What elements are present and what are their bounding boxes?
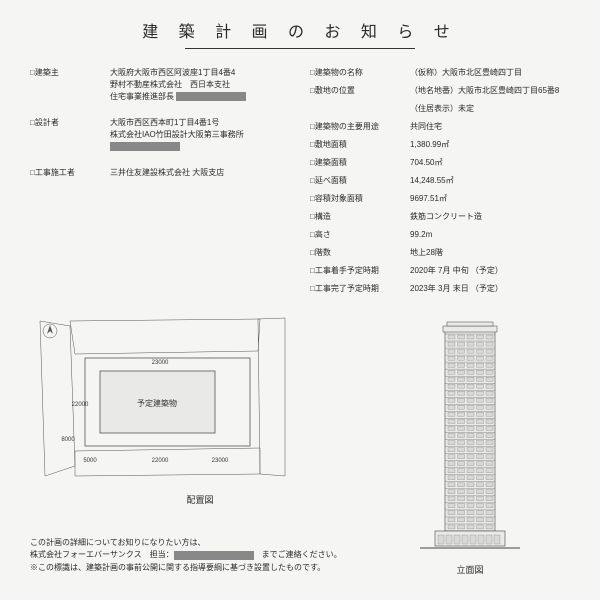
right-column: □建築物の名称（仮称）大阪市北区豊崎四丁目□敷地の位置（地名地番）大阪市北区豊崎…	[310, 67, 570, 301]
title-underline	[185, 48, 415, 49]
redaction	[176, 92, 246, 101]
info-row: □高さ99.2m	[310, 229, 570, 241]
value-line: 大阪市西区西本町1丁目4番1号	[110, 117, 290, 129]
row-label: □敷地面積	[310, 139, 410, 151]
value-line: 住宅事業推進部長	[110, 91, 290, 103]
value-line: 三井住友建設株式会社 大阪支店	[110, 167, 290, 179]
row-label: □構造	[310, 211, 410, 223]
row-value: 1,380.99㎡	[410, 139, 570, 151]
footer-line2: 株式会社フォーエバーサンクス 担当： までご連絡ください。	[30, 549, 342, 562]
row-value: （住居表示）未定	[410, 103, 570, 115]
row-value: （仮称）大阪市北区豊崎四丁目	[410, 67, 570, 79]
svg-text:22000: 22000	[152, 458, 169, 464]
row-value: 704.50㎡	[410, 157, 570, 169]
row-value: 2023年 3月 末日 （予定）	[410, 283, 570, 295]
info-row: □工事施工者三井住友建設株式会社 大阪支店	[30, 167, 290, 179]
row-label: □設計者	[30, 117, 110, 153]
site-plan-caption: 配置図	[30, 493, 370, 506]
value-line: 大阪府大阪市西区阿波座1丁目4番4	[110, 67, 290, 79]
row-label: □容積対象面積	[310, 193, 410, 205]
row-label: □高さ	[310, 229, 410, 241]
svg-text:予定建築物: 予定建築物	[137, 398, 177, 408]
info-row: □建築物の名称（仮称）大阪市北区豊崎四丁目	[310, 67, 570, 79]
row-label: □延べ面積	[310, 175, 410, 187]
row-label	[310, 103, 410, 115]
value-line: 野村不動産株式会社 西日本支社	[110, 79, 290, 91]
row-label: □工事施工者	[30, 167, 110, 179]
info-row: □工事完了予定時期2023年 3月 末日 （予定）	[310, 283, 570, 295]
svg-text:22000: 22000	[72, 402, 89, 408]
page-title: 建 築 計 画 の お 知 ら せ	[0, 0, 600, 48]
info-row: □延べ面積14,248.55㎡	[310, 175, 570, 187]
row-value: 大阪府大阪市西区阿波座1丁目4番4野村不動産株式会社 西日本支社住宅事業推進部長	[110, 67, 290, 103]
row-label: □工事着手予定時期	[310, 265, 410, 277]
info-row: □工事着手予定時期2020年 7月 中旬 （予定）	[310, 265, 570, 277]
row-label: □敷地の位置	[310, 85, 410, 97]
site-plan-svg: 予定建築物 23000 22000 8000 5000 22000 23000	[30, 316, 290, 486]
row-label: □建築主	[30, 67, 110, 103]
redaction	[110, 142, 180, 151]
row-value: 14,248.55㎡	[410, 175, 570, 187]
row-value: 共同住宅	[410, 121, 570, 133]
info-row: （住居表示）未定	[310, 103, 570, 115]
footer-line3: ※この標識は、建築計画の事前公開に関する指導要綱に基づき設置したものです。	[30, 562, 342, 575]
info-row: □構造鉄筋コンクリート造	[310, 211, 570, 223]
svg-text:5000: 5000	[83, 458, 97, 464]
row-value: 三井住友建設株式会社 大阪支店	[110, 167, 290, 179]
row-value: 大阪市西区西本町1丁目4番1号株式会社IAO竹田設計大阪第三事務所	[110, 117, 290, 153]
row-value: 99.2m	[410, 229, 570, 241]
footer-line2a: 株式会社フォーエバーサンクス 担当：	[30, 550, 174, 559]
value-line	[110, 141, 290, 153]
info-row: □建築主大阪府大阪市西区阿波座1丁目4番4野村不動産株式会社 西日本支社住宅事業…	[30, 67, 290, 103]
info-row: □敷地の位置（地名地番）大阪市北区豊崎四丁目65番8	[310, 85, 570, 97]
elevation-caption: 立面図	[370, 563, 570, 576]
row-value: 9697.51㎡	[410, 193, 570, 205]
row-label: □工事完了予定時期	[310, 283, 410, 295]
row-label: □建築面積	[310, 157, 410, 169]
svg-text:23000: 23000	[212, 458, 229, 464]
footer-line1: この計画の詳細についてお知りになりたい方は、	[30, 537, 342, 550]
row-label: □階数	[310, 247, 410, 259]
info-row: □敷地面積1,380.99㎡	[310, 139, 570, 151]
footer-line2b: までご連絡ください。	[254, 550, 342, 559]
content-area: □建築主大阪府大阪市西区阿波座1丁目4番4野村不動産株式会社 西日本支社住宅事業…	[0, 67, 600, 301]
info-row: □建築面積704.50㎡	[310, 157, 570, 169]
row-value: 2020年 7月 中旬 （予定）	[410, 265, 570, 277]
value-line: 株式会社IAO竹田設計大阪第三事務所	[110, 129, 290, 141]
info-row: □階数地上28階	[310, 247, 570, 259]
info-row: □建築物の主要用途共同住宅	[310, 121, 570, 133]
row-label: □建築物の主要用途	[310, 121, 410, 133]
elevation-svg	[415, 316, 525, 556]
left-column: □建築主大阪府大阪市西区阿波座1丁目4番4野村不動産株式会社 西日本支社住宅事業…	[30, 67, 290, 301]
row-value: 鉄筋コンクリート造	[410, 211, 570, 223]
row-label: □建築物の名称	[310, 67, 410, 79]
redaction	[174, 551, 254, 560]
row-value: （地名地番）大阪市北区豊崎四丁目65番8	[410, 85, 570, 97]
svg-text:23000: 23000	[152, 360, 169, 366]
row-value: 地上28階	[410, 247, 570, 259]
info-row: □設計者大阪市西区西本町1丁目4番1号株式会社IAO竹田設計大阪第三事務所	[30, 117, 290, 153]
elevation-view: 立面図	[370, 316, 570, 576]
svg-text:8000: 8000	[61, 437, 75, 443]
info-row: □容積対象面積9697.51㎡	[310, 193, 570, 205]
footer-text: この計画の詳細についてお知りになりたい方は、 株式会社フォーエバーサンクス 担当…	[30, 537, 342, 575]
